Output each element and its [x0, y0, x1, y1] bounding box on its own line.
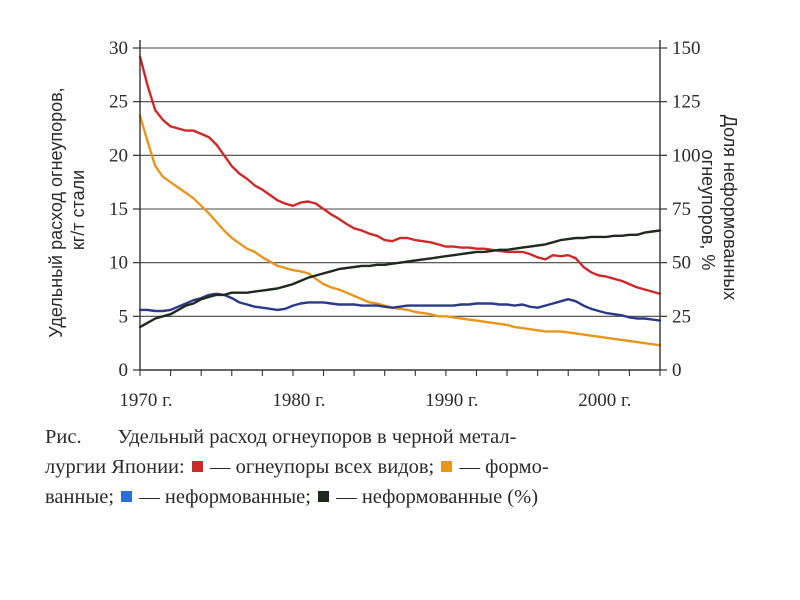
- x-tick-label-1990: 1990 г.: [425, 390, 478, 411]
- right-axis-title-line-1: Доля неформованных: [720, 115, 740, 301]
- series-line-all: [138, 55, 662, 295]
- left-tick-label-5: 5: [119, 306, 129, 327]
- right-tick-label-25: 25: [672, 306, 691, 327]
- legend-marker-all: [191, 461, 203, 472]
- caption-line-1: Рис. Удельный расход огнеупоров в черной …: [45, 422, 765, 452]
- legend-unshaped-pct-label: — неформованные (%): [336, 486, 539, 508]
- x-tick-label-1970: 1970 г.: [119, 390, 172, 411]
- right-y-tick-labels: 0 25 50 75 100 125 150: [672, 38, 701, 381]
- legend-unshaped-label: — неформованные;: [139, 486, 311, 508]
- left-tick-label-30: 30: [109, 38, 128, 59]
- left-tick-label-15: 15: [109, 199, 128, 220]
- left-axis-title-line-2: кг/т стали: [68, 170, 88, 250]
- x-tick-label-1980: 1980 г.: [272, 390, 325, 411]
- x-tick-labels: 1970 г. 1980 г. 1990 г. 2000 г.: [119, 390, 631, 411]
- grid-lines: [140, 47, 660, 317]
- right-tick-label-50: 50: [672, 253, 691, 274]
- legend-shaped-label: — формо-: [459, 456, 549, 478]
- right-tick-label-150: 150: [672, 38, 701, 59]
- x-tick-label-2000: 2000 г.: [578, 390, 631, 411]
- left-tick-label-25: 25: [109, 92, 128, 113]
- left-y-tick-labels: 0 5 10 15 20 25 30: [109, 38, 128, 381]
- legend-marker-shaped: [441, 461, 453, 472]
- series-line-shaped: [138, 114, 662, 347]
- right-axis-title-line-2: огнеупоров, %: [698, 150, 718, 271]
- caption-line-3-text: ванные;: [45, 486, 115, 508]
- right-tick-label-0: 0: [672, 360, 682, 381]
- right-tick-label-75: 75: [672, 199, 691, 220]
- series-lines: [138, 55, 662, 347]
- caption-line-2-text: лургии Японии:: [45, 456, 185, 478]
- series-line-unshaped: [138, 292, 662, 322]
- series-line-unshaped_pct: [138, 229, 662, 329]
- refractory-consumption-chart: 0 5 10 15 20 25 30 0 25 50 75 100 125 150 1970 г. 198…: [46, 38, 740, 411]
- figure-caption: Рис. Удельный расход огнеупоров в черной …: [45, 422, 765, 512]
- left-tick-label-10: 10: [109, 253, 128, 274]
- left-tick-label-0: 0: [119, 360, 129, 381]
- caption-line-2: лургии Японии: — огнеупоры всех видов; —…: [45, 452, 765, 482]
- left-tick-label-20: 20: [109, 145, 128, 166]
- caption-line-1-text: Удельный расход огнеупоров в черной мета…: [117, 426, 517, 448]
- right-tick-label-125: 125: [672, 92, 701, 113]
- caption-line-3: ванные; — неформованные; — неформованные…: [45, 482, 765, 512]
- legend-all-label: — огнеупоры всех видов;: [209, 456, 435, 478]
- right-axis-title: Доля неформованных огнеупоров, %: [698, 115, 740, 306]
- left-axis-title: Удельный расход огнеупоров, кг/т стали: [46, 82, 88, 337]
- axes: [133, 40, 667, 376]
- left-axis-title-line-1: Удельный расход огнеупоров,: [46, 87, 66, 337]
- right-tick-label-100: 100: [672, 145, 701, 166]
- legend-marker-unshaped: [121, 491, 133, 502]
- caption-prefix: Рис.: [45, 426, 82, 448]
- legend-marker-unshaped-pct: [318, 491, 330, 502]
